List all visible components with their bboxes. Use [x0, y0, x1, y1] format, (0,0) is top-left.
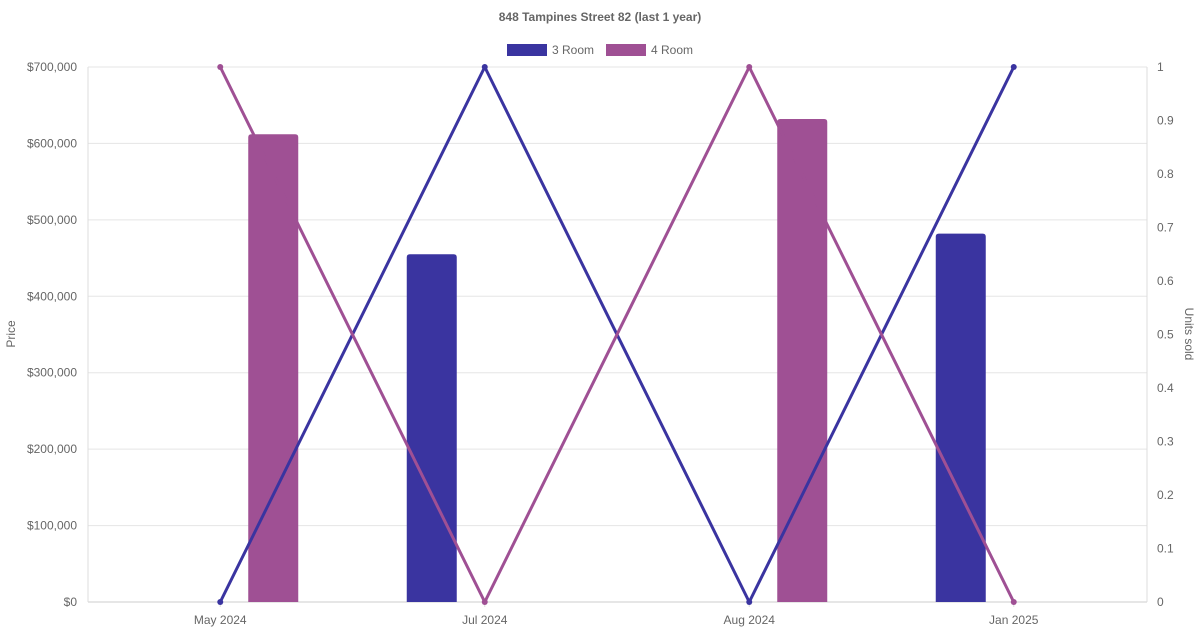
y-right-tick-label: 0	[1157, 595, 1164, 609]
y-right-tick-label: 0.8	[1157, 167, 1174, 181]
y-right-tick-label: 0.3	[1157, 435, 1174, 449]
legend-label-4-room: 4 Room	[651, 43, 693, 57]
y-left-tick-label: $200,000	[27, 442, 77, 456]
bar-4-room	[777, 118, 828, 602]
y-right-tick-label: 0.7	[1157, 221, 1174, 235]
y-right-tick-label: 0.4	[1157, 381, 1174, 395]
line-point-4-room	[481, 599, 488, 605]
line-series-4-room	[218, 65, 1016, 604]
bar-3-room	[935, 233, 986, 602]
y-right-tick-label: 0.1	[1157, 542, 1174, 556]
y-right-tick-label: 0.6	[1157, 274, 1174, 288]
line-point-3-room	[481, 64, 488, 70]
legend-swatch-3-room	[507, 44, 547, 56]
chart-title: 848 Tampines Street 82 (last 1 year)	[499, 10, 702, 24]
line-point-4-room	[1010, 599, 1017, 605]
line-point-3-room	[1010, 64, 1017, 70]
y-left-tick-label: $0	[64, 595, 78, 609]
y-right-axis-title: Units sold	[1182, 308, 1196, 361]
y-left-tick-label: $100,000	[27, 519, 77, 533]
y-left-tick-label: $300,000	[27, 366, 77, 380]
lines	[217, 64, 1017, 605]
line-point-3-room	[746, 599, 753, 605]
y-left-tick-label: $600,000	[27, 136, 77, 150]
legend-label-3-room: 3 Room	[552, 43, 594, 57]
y-right-tick-label: 1	[1157, 60, 1164, 74]
y-left-tick-label: $500,000	[27, 213, 77, 227]
x-tick-label: Jan 2025	[989, 613, 1039, 627]
x-tick-label: May 2024	[194, 613, 247, 627]
bar-4-room	[248, 134, 299, 602]
legend: 3 Room 4 Room	[507, 43, 693, 57]
y-right-tick-label: 0.5	[1157, 328, 1174, 342]
bars	[248, 118, 986, 602]
line-point-3-room	[217, 599, 224, 605]
legend-swatch-4-room	[606, 44, 646, 56]
x-tick-label: Aug 2024	[724, 613, 776, 627]
axes: $0 $100,000 $200,000 $300,000 $400,000 $500,0…	[27, 60, 1174, 627]
x-tick-label: Jul 2024	[462, 613, 508, 627]
line-point-4-room	[217, 64, 224, 70]
y-right-tick-label: 0.9	[1157, 114, 1174, 128]
y-left-axis-title: Price	[4, 320, 18, 348]
line-point-4-room	[746, 64, 753, 70]
y-left-tick-label: $700,000	[27, 60, 77, 74]
y-right-tick-label: 0.2	[1157, 488, 1174, 502]
bar-3-room	[406, 254, 457, 602]
y-left-tick-label: $400,000	[27, 289, 77, 303]
